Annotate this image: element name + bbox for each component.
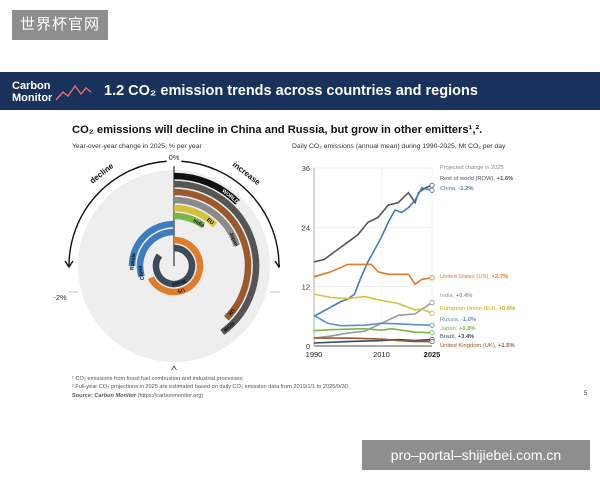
end-point-united-states-us [429,275,435,281]
decline-arrow-icon [64,260,74,269]
y-tick-label: 36 [302,164,310,173]
legend-change: +0.5% [499,306,516,312]
legend-change: -1.0% [461,317,476,323]
bar-row [173,180,260,335]
header-banner [0,72,600,110]
legend-label-china: China, -1.2% [440,186,474,192]
increase-label: increase [231,160,263,187]
headline: CO₂ emissions will decline in China and … [72,124,483,136]
series-line-russia [313,314,433,327]
legend-name: Russia, [440,317,461,323]
legend-label-united-states-us: United States (US), +2.7% [440,274,508,280]
legend-change: +0.4% [456,293,473,299]
bar-label-russia: Russia [129,253,137,271]
legend-name: China, [440,186,458,192]
legend-label-rest-of-world-row: Rest of world (ROW), +1.6% [440,176,513,182]
legend-name: United States (US), [440,274,492,280]
bar-japan [173,196,240,247]
series-line-united-states-us [313,263,433,286]
legend-change: +3.4% [458,334,475,340]
legend-name: India, [440,293,456,299]
legend-change: +1.5% [498,343,515,349]
bar-world [173,172,240,205]
bottom-marker-icon [171,365,177,370]
series-line-rest-of-world-row [313,184,433,263]
bar-label-uk: UK [226,307,236,317]
source-label: Source: [72,393,93,399]
y-tick-label: 12 [302,283,310,292]
increase-arc [181,160,280,267]
bar-india [173,212,206,229]
series-line-japan [313,327,433,334]
x-tick-label: 2025 [424,350,441,359]
bar-label-india: India [192,218,206,229]
series-line-european-union-eu [313,293,433,315]
increase-arrow-icon [274,260,280,269]
y-tick-label: 0 [306,342,310,351]
carbon-monitor-logo: Carbon Monitor [12,76,92,106]
line-chart-subtitle: Daily CO₂ emissions (annual mean) during… [292,143,506,150]
legend-name: Japan, [440,326,459,332]
radial-chart-subtitle: Year-over-year change in 2025, % per yea… [72,143,202,150]
legend-change: -1.2% [458,186,473,192]
series-line-india [313,301,433,339]
series-line-china [313,186,433,318]
page-number: 5 [584,391,588,397]
bar-china [136,228,175,278]
bar-russia [128,220,175,267]
legend-label-united-kingdom-uk: United Kingdom (UK), +1.5% [440,343,515,349]
radial-tick-label: 0% [169,153,180,162]
watermark-top: 世界杯官网 [12,10,108,40]
end-point-united-kingdom-uk [429,338,435,345]
legend-change: +1.6% [497,176,514,182]
trend-line-icon [56,84,92,101]
radial-bar-chart: -2%0%+2%declineincreaseWORLDROWUKJapanEU… [53,153,280,370]
y-tick-label: 24 [302,223,310,232]
line-chart: 0 12 24 36 1990 2010 2025 Rest of world (ROW), … [302,164,516,359]
legend-header: Projected change in 2025 [440,165,503,171]
end-point-china [429,187,435,193]
legend-name: Rest of world (ROW), [440,176,497,182]
legend-change: +0.8% [459,326,476,332]
bar-label-us: US [176,286,185,294]
page-title: 1.2 CO₂ emission trends across countries… [104,83,478,99]
legend-name: United Kingdom (UK), [440,343,498,349]
watermark-bottom: pro–portal–shijiebei.com.cn [362,440,590,470]
legend-name: European Union (EU), [440,306,499,312]
source-url[interactable]: (https://carbonmonitor.org) [137,393,204,399]
legend-label-india: India, +0.4% [440,293,472,299]
legend-change: +2.7% [492,274,509,280]
series-line-united-kingdom-uk [314,337,432,343]
end-point-rest-of-world-row [429,182,435,188]
legend-name: Brazil, [440,334,458,340]
x-tick-label: 2010 [373,350,390,359]
decline-arc [68,160,167,267]
end-point-india [429,299,435,306]
end-point-russia [429,322,435,328]
radial-tick-label: -2% [53,293,67,302]
bar-label-brazil: Brazil [171,278,187,288]
bar-label-japan: Japan [228,231,240,247]
logo-line2: Monitor [12,92,53,104]
bar-label-eu: EU [205,217,215,226]
bar-us [147,236,204,296]
bar-brazil [152,244,196,288]
legend-label-russia: Russia, -1.0% [440,317,476,323]
footnote-2: ² Full-year CO₂ projections in 2025 are … [72,384,350,390]
bar-eu [173,204,218,228]
legend-label-european-union-eu: European Union (EU), +0.5% [440,306,515,312]
end-point-european-union-eu [429,310,435,316]
end-point-japan [429,330,435,336]
bar-label-china: China [137,265,146,280]
source-org: Carbon Monitor [94,393,137,399]
footnote-1: ¹ CO₂ emissions from fossil fuel combust… [72,376,244,382]
legend-label-japan: Japan, +0.8% [440,326,476,332]
x-tick-label: 1990 [306,350,323,359]
bar-uk [173,188,252,321]
source-line: Source: Carbon Monitor (https://carbonmo… [72,393,203,399]
logo-line1: Carbon [12,80,51,92]
legend-label-brazil: Brazil, +3.4% [440,334,474,340]
